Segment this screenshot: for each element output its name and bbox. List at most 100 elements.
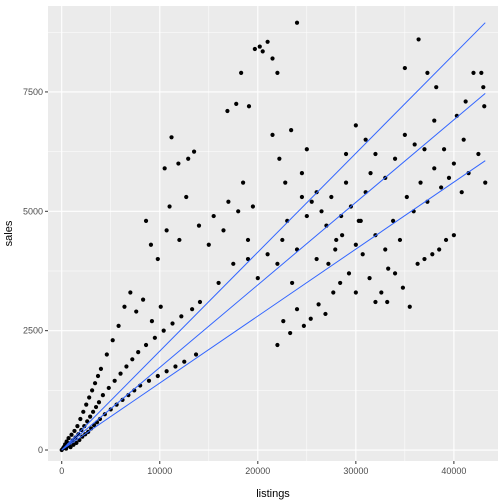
- data-point: [255, 276, 260, 281]
- grid: [48, 6, 498, 461]
- data-point: [392, 156, 398, 161]
- data-point: [340, 233, 345, 238]
- data-point: [443, 237, 449, 243]
- data-point: [69, 432, 74, 437]
- y-tick-label: 5000: [23, 206, 43, 216]
- data-point: [149, 319, 155, 324]
- data-point: [114, 402, 119, 407]
- data-point: [294, 307, 300, 312]
- data-point: [90, 409, 96, 414]
- y-tick-label: 7500: [23, 87, 43, 97]
- data-point: [122, 304, 127, 309]
- x-axis-title: listings: [256, 488, 290, 500]
- data-point: [164, 369, 169, 374]
- data-point: [191, 149, 197, 154]
- data-point: [367, 276, 372, 281]
- data-point: [304, 213, 309, 219]
- data-point: [81, 409, 86, 414]
- data-point: [167, 204, 172, 209]
- data-point: [331, 290, 336, 295]
- trend-lines: [61, 22, 486, 451]
- data-point: [82, 424, 87, 429]
- data-point: [397, 237, 403, 243]
- data-point: [479, 70, 484, 75]
- data-point: [162, 166, 167, 171]
- x-tick-label: 30000: [343, 466, 368, 476]
- data-point: [446, 175, 452, 180]
- data-point: [451, 161, 456, 166]
- data-point: [482, 104, 487, 109]
- data-point: [164, 228, 169, 233]
- y-tick-label: 0: [38, 445, 43, 455]
- data-point: [270, 56, 275, 61]
- data-point: [476, 151, 481, 157]
- x-tick-label: 40000: [441, 466, 466, 476]
- data-point: [343, 180, 349, 185]
- data-point: [239, 70, 244, 75]
- data-point: [161, 328, 166, 333]
- data-point: [400, 285, 406, 290]
- data-point: [281, 319, 286, 324]
- data-point: [226, 199, 231, 204]
- data-point: [75, 424, 80, 429]
- data-point: [190, 307, 195, 312]
- data-point: [182, 359, 187, 364]
- data-point: [415, 261, 420, 266]
- data-point: [402, 65, 407, 71]
- data-point: [451, 233, 456, 238]
- data-point: [422, 256, 427, 262]
- data-point: [275, 261, 280, 266]
- data-point: [360, 252, 365, 257]
- trend-line: [61, 160, 486, 451]
- data-point: [196, 223, 202, 228]
- data-point: [231, 261, 236, 266]
- data-point: [404, 194, 409, 200]
- data-point: [290, 280, 295, 286]
- data-point: [319, 209, 324, 214]
- data-point: [96, 400, 102, 405]
- data-point: [245, 256, 251, 262]
- data-point: [434, 85, 439, 90]
- data-point: [177, 237, 182, 243]
- data-point: [329, 194, 334, 200]
- x-tick-label: 20000: [245, 466, 270, 476]
- data-point: [136, 350, 141, 355]
- data-point: [353, 123, 358, 128]
- data-point: [206, 242, 211, 247]
- data-point: [373, 151, 378, 157]
- data-point: [106, 385, 111, 391]
- data-point: [270, 132, 275, 138]
- data-point: [386, 266, 391, 271]
- data-point: [323, 311, 328, 317]
- data-point: [158, 304, 163, 309]
- data-point: [265, 39, 270, 44]
- data-point: [176, 161, 181, 166]
- data-point: [280, 237, 285, 243]
- data-point: [250, 204, 256, 209]
- data-point: [425, 70, 430, 75]
- plot-panel: [48, 6, 498, 461]
- data-point: [466, 171, 471, 176]
- data-point: [128, 290, 133, 295]
- data-point: [245, 237, 251, 243]
- data-point: [416, 37, 421, 42]
- data-point: [143, 218, 149, 223]
- data-point: [463, 99, 468, 104]
- data-point: [461, 137, 466, 142]
- data-point: [289, 128, 294, 133]
- data-point: [459, 190, 464, 195]
- data-point: [143, 342, 149, 348]
- data-point: [430, 252, 435, 257]
- trend-line: [61, 92, 486, 451]
- data-point: [283, 180, 288, 185]
- data-point: [343, 151, 349, 157]
- data-point: [432, 166, 437, 171]
- data-point: [373, 299, 378, 305]
- data-point: [383, 247, 388, 252]
- y-axis: 0 2500 5000 7500: [23, 87, 48, 455]
- data-point: [481, 85, 486, 90]
- data-point: [309, 199, 314, 204]
- data-point: [363, 137, 368, 142]
- data-point: [155, 373, 160, 379]
- data-point: [118, 371, 123, 376]
